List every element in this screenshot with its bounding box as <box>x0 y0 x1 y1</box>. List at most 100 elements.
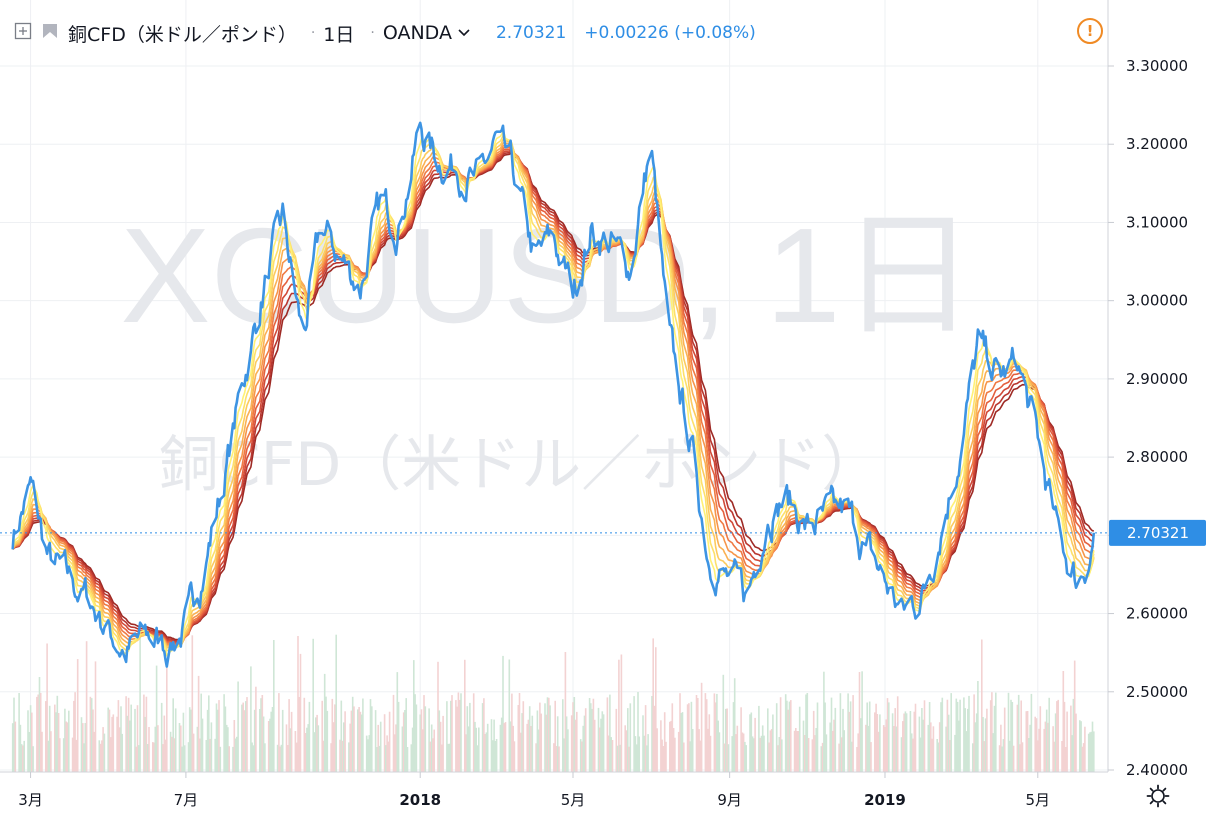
volume-bar <box>565 716 568 772</box>
interval-label[interactable]: 1日 <box>323 23 355 46</box>
volume-bar <box>609 694 611 772</box>
volume-bar <box>895 726 898 772</box>
volume-bar <box>433 729 435 772</box>
volume-bar <box>520 732 522 772</box>
volume-bar <box>89 696 92 772</box>
volume-bar <box>126 715 129 772</box>
volume-bar <box>709 735 712 772</box>
volume-bar <box>670 720 672 772</box>
volume-bar <box>745 745 747 772</box>
volume-bar <box>27 710 29 772</box>
volume-bar <box>66 722 69 772</box>
volume-bar <box>769 730 772 772</box>
volume-bar <box>1003 707 1006 772</box>
volume-bar <box>661 739 663 772</box>
x-tick-label: 5月 <box>1026 791 1051 809</box>
volume-bar <box>851 741 853 772</box>
time-axis[interactable]: 3月 7月 2018 5月 9月 2019 5月 <box>18 772 1050 809</box>
volume-bar <box>424 706 427 772</box>
volume-bar <box>216 709 219 772</box>
volume-bar <box>573 697 576 772</box>
volume-bar <box>689 741 691 772</box>
volume-bar <box>20 744 23 772</box>
y-tick-label: 3.00000 <box>1126 292 1188 310</box>
volume-bar <box>567 729 569 772</box>
volume-bar <box>233 720 236 772</box>
expand-icon[interactable] <box>14 22 32 45</box>
volume-bar <box>287 745 289 772</box>
volume-bar <box>1016 704 1019 772</box>
volume-bar <box>611 740 614 772</box>
volume-bar <box>1028 738 1030 772</box>
volume-bar <box>1010 699 1012 772</box>
volume-bar <box>330 743 332 772</box>
volume-bar <box>54 704 56 772</box>
volume-bar <box>59 738 61 772</box>
volume-bar <box>940 702 942 772</box>
volume-bar <box>1073 660 1076 772</box>
volume-bar <box>94 661 97 772</box>
volume-bar <box>579 739 582 772</box>
volume-bar <box>90 698 93 772</box>
volume-bar <box>665 741 667 772</box>
volume-bar <box>718 732 721 772</box>
volume-bar <box>289 728 292 772</box>
volume-bar <box>1019 744 1021 772</box>
volume-bar <box>1009 740 1011 772</box>
volume-bar <box>164 739 167 772</box>
volume-bar <box>671 703 674 772</box>
volume-bar <box>438 710 441 772</box>
volume-bar <box>420 709 423 772</box>
volume-bar <box>1065 747 1067 772</box>
volume-bar <box>686 704 689 772</box>
volume-bar <box>11 723 14 772</box>
exchange-label[interactable]: OANDA <box>382 22 452 44</box>
symbol-flag-icon <box>42 22 58 44</box>
volume-bar <box>937 742 940 772</box>
volume-bar <box>767 708 769 772</box>
alert-icon[interactable]: ! <box>1077 18 1103 44</box>
volume-bar <box>483 698 485 772</box>
volume-bar <box>802 720 805 772</box>
volume-bar <box>71 737 74 772</box>
volume-bar <box>558 746 560 772</box>
volume-bar <box>886 698 889 772</box>
volume-bar <box>130 704 132 772</box>
volume-bar <box>615 708 618 772</box>
volume-bar <box>357 709 359 772</box>
volume-bar <box>457 692 460 772</box>
volume-bar <box>38 677 41 772</box>
volume-bar <box>500 717 503 772</box>
volume-bar <box>234 738 237 772</box>
volume-bar <box>369 699 372 772</box>
volume-bar <box>727 744 730 772</box>
volume-bar <box>224 706 227 772</box>
volume-bar <box>829 722 831 772</box>
volume-bar <box>723 743 726 772</box>
volume-bar <box>717 720 719 772</box>
chevron-down-icon[interactable] <box>458 25 470 41</box>
volume-bar <box>335 634 337 772</box>
volume-bar <box>879 714 881 772</box>
volume-bar <box>1066 711 1068 772</box>
volume-bar <box>959 699 961 772</box>
settings-gear-icon[interactable] <box>1146 784 1170 808</box>
volume-bar <box>733 678 736 772</box>
volume-bar <box>662 746 665 772</box>
volume-bar <box>825 734 828 772</box>
symbol-title[interactable]: 銅CFD（米ドル／ポンド） <box>68 23 297 46</box>
volume-bar <box>503 723 505 772</box>
volume-bar <box>741 732 744 772</box>
chart-legend: 銅CFD（米ドル／ポンド） · 1日 · OANDA 2.70321 +0.00… <box>14 18 756 48</box>
price-axis[interactable]: 3.30000 3.20000 3.10000 3.00000 2.90000 2.800… <box>1108 57 1188 779</box>
volume-bar <box>404 710 406 772</box>
volume-bar <box>991 692 993 772</box>
volume-bar <box>823 671 825 772</box>
volume-bar <box>634 736 637 772</box>
volume-bar <box>698 729 700 772</box>
volume-bar <box>423 695 425 772</box>
volume-bar <box>279 746 281 772</box>
volume-bar <box>610 737 612 772</box>
volume-bar <box>768 742 770 772</box>
